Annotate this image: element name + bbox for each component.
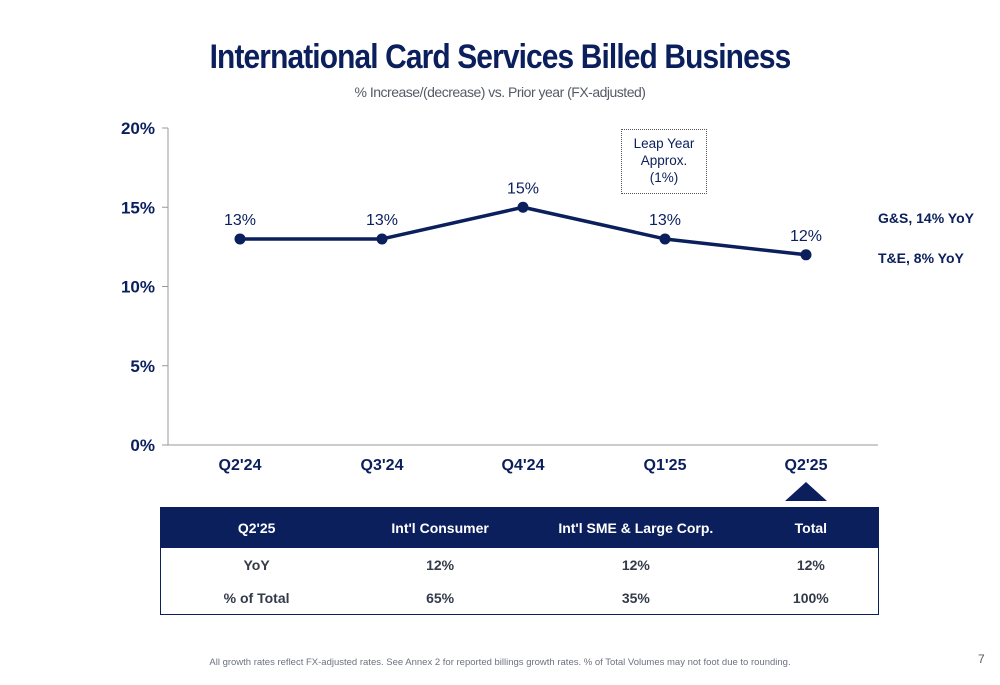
annotation-line: Leap Year	[633, 136, 695, 151]
data-labels: 13% 13% 15% 13% 12%	[224, 180, 822, 245]
table-cell: 35%	[621, 589, 650, 606]
data-point	[659, 233, 671, 245]
data-label: 13%	[649, 212, 681, 229]
y-tick-label: 0%	[130, 436, 155, 455]
data-point	[800, 249, 812, 261]
data-label: 13%	[224, 212, 256, 229]
annotation-line: Approx.	[640, 153, 688, 168]
data-point	[234, 233, 246, 245]
table-cell: YoY	[243, 556, 270, 573]
table-row: YoY 12% 12% 12%	[161, 548, 879, 581]
data-point	[517, 201, 529, 213]
table-cell: % of Total	[223, 589, 290, 606]
table-cell: 12%	[796, 556, 825, 573]
page-title: International Card Services Billed Busin…	[209, 38, 792, 76]
table-header-cell: Int'l Consumer	[352, 507, 528, 548]
table-header-cell: Q2'25	[160, 507, 353, 548]
data-label: 13%	[366, 212, 398, 229]
x-tick-label: Q1'25	[644, 457, 687, 474]
x-tick-label: Q3'24	[361, 457, 404, 474]
table-cell: 12%	[621, 556, 650, 573]
leap-year-annotation: Leap Year Approx. (1%)	[621, 129, 707, 194]
table-cell: 12%	[426, 556, 455, 573]
series-line	[240, 205, 807, 257]
table-header-cell: Int'l SME & Large Corp.	[528, 507, 744, 548]
table-cell: 100%	[792, 589, 829, 606]
table-cell: 65%	[426, 589, 455, 606]
y-axis: 0% 5% 10% 15% 20%	[121, 119, 169, 455]
x-tick-label: Q2'25	[785, 457, 828, 474]
annotation-line: (1%)	[649, 170, 679, 185]
table-row: % of Total 65% 35% 100%	[161, 581, 879, 615]
y-tick-label: 10%	[121, 278, 155, 297]
x-tick-label: Q2'24	[219, 457, 262, 474]
chart-subtitle: % Increase/(decrease) vs. Prior year (FX…	[354, 84, 646, 100]
y-tick-label: 15%	[121, 198, 155, 217]
x-tick-label: Q4'24	[502, 457, 545, 474]
side-note-gs: G&S, 14% YoY	[878, 210, 974, 226]
data-label: 15%	[507, 180, 539, 197]
table-header-cell: Total	[743, 507, 879, 548]
line-chart: 0%5%10%15%20% Q2'24 Q3'24 Q4'24 Q1'25 Q2'25 …	[121, 119, 878, 474]
y-tick-label: 5%	[130, 357, 155, 376]
data-point	[376, 233, 388, 245]
y-tick-label: 20%	[121, 119, 155, 138]
summary-table: Q2'25 Int'l Consumer Int'l SME & Large C…	[160, 507, 879, 615]
table-header-row: Q2'25 Int'l Consumer Int'l SME & Large C…	[160, 507, 879, 548]
side-note-te: T&E, 8% YoY	[878, 250, 964, 266]
series-line-group	[234, 201, 812, 261]
page-number: 7	[978, 652, 985, 666]
data-label: 12%	[790, 228, 822, 245]
highlight-triangle-icon	[785, 482, 827, 501]
footnote: All growth rates reflect FX-adjusted rat…	[209, 657, 791, 668]
x-axis: Q2'24 Q3'24 Q4'24 Q1'25 Q2'25	[168, 444, 878, 474]
